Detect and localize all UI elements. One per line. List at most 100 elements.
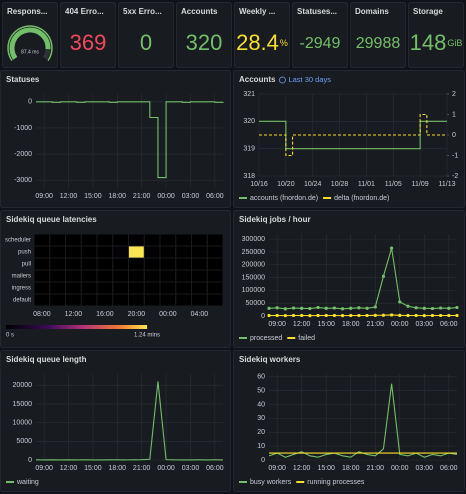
x-tick-label: 18:00 xyxy=(109,193,127,200)
stat-title: Storage xyxy=(413,7,443,16)
stat-number: 28.4 xyxy=(236,30,279,55)
heat-cell xyxy=(34,270,50,282)
y-tick-label: -2000 xyxy=(14,151,32,158)
x-tick-label: 12:00 xyxy=(293,321,311,328)
stat-number: 0 xyxy=(140,30,152,55)
heat-cell xyxy=(207,246,223,258)
y-tick-label: -3000 xyxy=(14,177,32,184)
y2-tick-label: 0 xyxy=(452,132,456,139)
x-tick-label: 11/01 xyxy=(358,181,375,188)
series-line xyxy=(267,313,459,318)
row-label: push xyxy=(18,250,31,256)
heat-cell xyxy=(81,246,97,258)
heat-cell xyxy=(65,234,82,246)
colorbar xyxy=(6,325,148,329)
y-tick-label: 20 xyxy=(257,429,265,436)
x-tick-label: 21:00 xyxy=(133,465,151,472)
heat-cell xyxy=(160,234,176,246)
x-tick-label: 03:00 xyxy=(416,465,434,472)
stat-title: Domains xyxy=(355,7,389,16)
x-tick-label: 03:00 xyxy=(182,465,200,472)
x-tick-label: 04:00 xyxy=(191,311,209,318)
heat-cell xyxy=(175,270,192,282)
panel-title: Sidekiq queue length xyxy=(6,355,87,364)
stat-value: -2949 xyxy=(300,35,341,52)
legend-swatch xyxy=(239,337,247,339)
heat-cell xyxy=(191,294,208,306)
heat-cell xyxy=(112,234,129,246)
y2-tick-label: 2 xyxy=(452,91,456,98)
series-line xyxy=(36,101,224,179)
heat-cell xyxy=(144,246,160,258)
legend-swatch xyxy=(239,197,247,199)
y-tick-label: 150000 xyxy=(242,274,265,281)
x-tick-label: 18:00 xyxy=(109,465,127,472)
heat-cell xyxy=(49,234,66,246)
heat-cell xyxy=(207,294,223,306)
panel xyxy=(350,2,406,68)
stat-title: 404 Erro... xyxy=(65,7,104,16)
colorbar-label: 0 s xyxy=(6,333,14,339)
y-tick-label: 50 xyxy=(257,387,265,394)
legend-label: waiting xyxy=(16,479,39,486)
heat-cell xyxy=(207,258,223,270)
heat-cell xyxy=(34,258,50,270)
heat-cell xyxy=(191,234,208,246)
legend-label: running processes xyxy=(307,479,365,486)
x-tick-label: 20:00 xyxy=(128,311,146,318)
stat-value: 369 xyxy=(70,30,107,55)
legend-swatch xyxy=(239,481,247,483)
heat-cell xyxy=(128,282,145,294)
y-tick-label: 0 xyxy=(261,457,265,464)
panel xyxy=(118,2,174,68)
series-line xyxy=(259,113,447,157)
heat-cell xyxy=(191,258,208,270)
heat-cell xyxy=(175,246,192,258)
gauge-value xyxy=(9,27,51,60)
y-tick-label: 200000 xyxy=(242,262,265,269)
heat-cell xyxy=(112,294,129,306)
heat-cell xyxy=(97,270,113,282)
stat-title: Accounts xyxy=(181,7,218,16)
stat-title: Weekly ... xyxy=(239,7,275,16)
legend-label: delta (fnordon.de) xyxy=(334,195,389,202)
legend-swatch xyxy=(323,197,332,199)
panel xyxy=(233,350,465,492)
heat-cell xyxy=(97,282,113,294)
heat-cell xyxy=(191,282,208,294)
heat-cell xyxy=(97,294,113,306)
stat-title: Statuses... xyxy=(297,7,337,16)
legend-label: failed xyxy=(298,335,315,342)
x-tick-label: 03:00 xyxy=(416,321,434,328)
y-tick-label: 60 xyxy=(257,374,265,381)
heat-cell xyxy=(34,282,50,294)
x-tick-label: 21:00 xyxy=(366,321,384,328)
y-tick-label: -1000 xyxy=(14,125,32,132)
panel xyxy=(2,2,58,68)
y-tick-label: 30 xyxy=(257,415,265,422)
x-tick-label: 00:00 xyxy=(391,321,409,328)
legend-swatch xyxy=(287,337,296,339)
y-tick-label: 0 xyxy=(28,99,32,106)
heat-cell xyxy=(34,294,50,306)
stat-value: 0 xyxy=(140,30,152,55)
y-tick-label: 0 xyxy=(261,313,265,320)
y-tick-label: 40 xyxy=(257,401,265,408)
stat-value: 29988 xyxy=(356,35,401,52)
heat-cell xyxy=(81,234,97,246)
x-tick-label: 00:00 xyxy=(391,465,409,472)
heat-cell xyxy=(128,294,145,306)
heat-cell xyxy=(49,270,66,282)
stat-value: 148GiB xyxy=(410,30,463,55)
x-tick-label: 00:00 xyxy=(157,193,175,200)
y-tick-label: 0 xyxy=(28,457,32,464)
y-tick-label: 250000 xyxy=(242,249,265,256)
heat-cell xyxy=(160,282,176,294)
y-tick-label: 318 xyxy=(243,173,255,180)
heat-cell xyxy=(207,234,223,246)
heat-cell xyxy=(191,270,208,282)
heat-cell xyxy=(144,234,160,246)
heat-cell xyxy=(97,258,113,270)
x-tick-label: 08:00 xyxy=(33,311,51,318)
heat-cell xyxy=(49,294,66,306)
